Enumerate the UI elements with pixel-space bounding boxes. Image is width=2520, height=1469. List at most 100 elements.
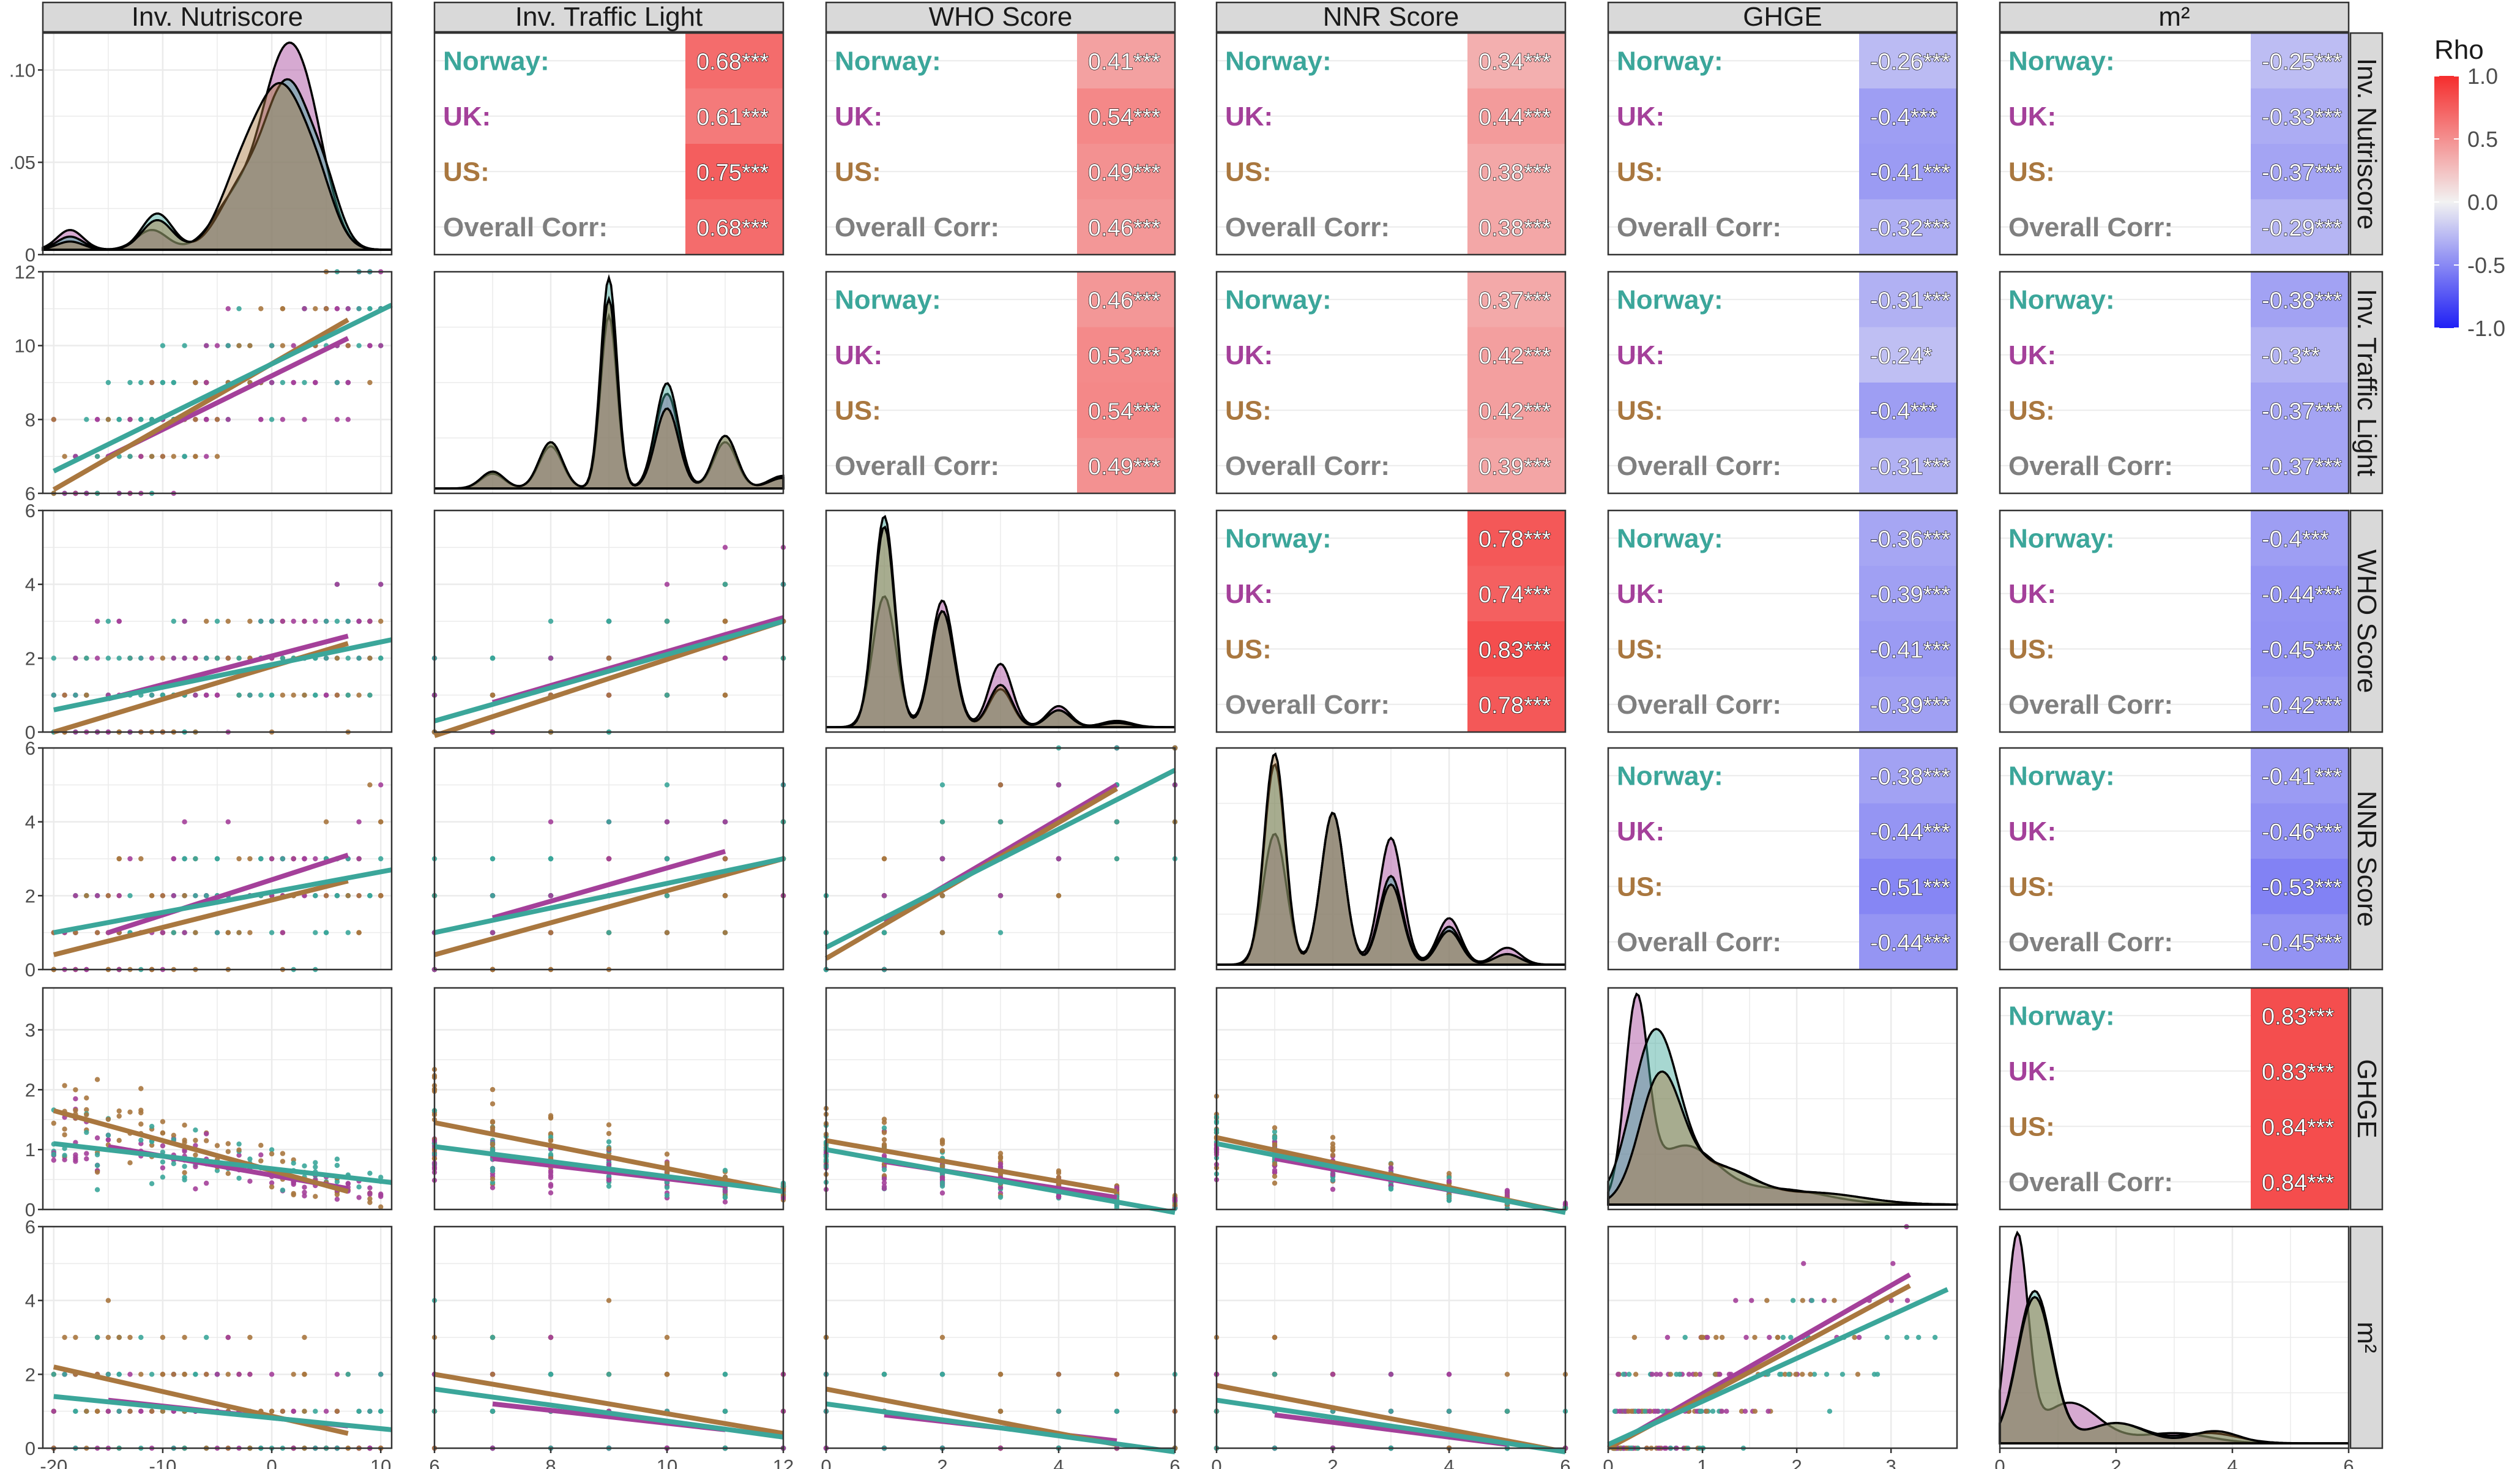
panel-border <box>1607 271 1958 495</box>
scatter-point-us <box>62 1083 67 1088</box>
regression-line-norway <box>53 867 392 935</box>
scatter-point-us <box>1056 893 1062 899</box>
scatter-point-norway <box>1446 1408 1452 1414</box>
scatter-point-norway <box>51 656 57 661</box>
scatter-point-us <box>881 1116 887 1122</box>
corr-cell <box>1467 566 1565 622</box>
scatter-point-norway <box>313 1164 318 1170</box>
scatter-point-uk <box>160 1143 166 1149</box>
scatter-point-norway <box>345 618 351 624</box>
scatter-point-norway <box>722 1194 728 1200</box>
scatter-point-us <box>1832 1298 1837 1303</box>
corr-row-label: Norway: <box>443 46 550 76</box>
scatter-point-norway <box>1840 1372 1846 1377</box>
scatter-point-norway <box>548 856 554 862</box>
scatter-point-uk <box>664 819 670 824</box>
scatter-point-us <box>84 1408 89 1414</box>
scatter-point-norway <box>378 1175 384 1180</box>
scatter-point-uk <box>116 893 122 899</box>
scatter-point-us <box>193 454 198 459</box>
y-tick-label: 2 <box>25 885 35 906</box>
scatter-point-norway <box>182 1177 187 1183</box>
y-tick-label: 2 <box>25 1364 35 1385</box>
scatter-point-uk <box>1330 1186 1336 1192</box>
corr-row-label: Overall Corr: <box>2008 1167 2173 1197</box>
scatter-point-norway <box>334 1179 340 1185</box>
corr-value: -0.32*** <box>1870 215 1950 241</box>
scatter-point-us <box>105 1334 111 1340</box>
scatter-point-us <box>1631 1334 1638 1340</box>
scatter-point-norway <box>236 1141 242 1147</box>
scatter-point-norway <box>345 656 351 661</box>
scatter-point-norway <box>664 782 670 788</box>
scatter-point-uk <box>548 656 554 661</box>
corr-value: 0.42*** <box>1478 398 1551 424</box>
regression-line-norway <box>1216 1397 1566 1454</box>
panel-border <box>825 987 1176 1211</box>
corr-row-label: UK: <box>1617 579 1664 609</box>
corr-row-label: US: <box>1225 157 1272 187</box>
scatter-point-uk <box>606 1162 612 1168</box>
scatter-point-uk <box>1056 856 1062 862</box>
corr-cell <box>1859 383 1957 438</box>
corr-value: 0.78*** <box>1478 526 1551 552</box>
scatter-point-us <box>280 692 286 698</box>
corr-row-label: Overall Corr: <box>1617 927 1781 957</box>
panel-r1-c0 <box>42 269 393 496</box>
scatter-point-uk <box>269 1372 275 1377</box>
scatter-point-us <box>171 1372 176 1377</box>
scatter-point-norway <box>1874 1372 1881 1377</box>
scatter-point-norway <box>997 819 1004 824</box>
x-tick-label: 6 <box>1560 1456 1570 1469</box>
scatter-point-us <box>94 1169 100 1175</box>
scatter-point-norway <box>367 1170 373 1176</box>
corr-value: 0.42*** <box>1478 343 1551 369</box>
corr-row-label: Norway: <box>1617 46 1723 76</box>
scatter-point-us <box>1808 1372 1813 1377</box>
scatter-point-norway <box>1642 1408 1648 1414</box>
scatter-point-uk <box>280 417 286 422</box>
corr-cell <box>2251 88 2349 144</box>
scatter-point-norway <box>367 306 373 312</box>
scatter-point-us <box>236 1147 242 1153</box>
regression-line-norway <box>1607 1287 1949 1447</box>
corr-cell <box>685 88 783 144</box>
corr-cell <box>1467 199 1565 255</box>
scatter-point-norway <box>490 1168 496 1173</box>
corr-cell <box>2251 1099 2349 1154</box>
y-tick-label: 0 <box>25 244 35 266</box>
scatter-point-us <box>664 1334 670 1340</box>
corr-value: -0.46*** <box>2262 820 2342 845</box>
scatter-point-us <box>138 856 144 862</box>
scatter-point-uk <box>302 417 307 422</box>
scatter-point-us <box>280 1151 286 1156</box>
scatter-point-uk <box>302 306 307 312</box>
corr-row-label: US: <box>1225 634 1272 664</box>
corr-cell <box>2251 914 2349 970</box>
row-strip-0 <box>2349 32 2384 256</box>
panel-r2-c2 <box>825 509 1176 733</box>
scatter-point-us <box>280 343 286 348</box>
scatter-point-norway <box>84 656 89 661</box>
scatter-point-norway <box>51 692 57 698</box>
corr-cell <box>1077 438 1175 494</box>
scatter-point-uk <box>664 581 670 587</box>
panel-r4-c4 <box>1607 987 1958 1211</box>
legend-tick-label: 1.0 <box>2467 64 2498 89</box>
corr-cell <box>1077 144 1175 200</box>
corr-value: 0.53*** <box>1088 343 1161 369</box>
panel-border <box>1215 1225 1567 1449</box>
column-label-0: Inv. Nutriscore <box>132 2 303 32</box>
panel-border <box>433 32 785 256</box>
scatter-point-norway <box>1682 1334 1688 1340</box>
y-tick-label: 6 <box>25 738 35 759</box>
y-tick-label: 0 <box>25 1199 35 1220</box>
scatter-point-norway <box>302 379 307 386</box>
panel-r2-c1 <box>431 509 786 738</box>
scatter-point-uk <box>1655 1408 1660 1414</box>
scatter-point-uk <box>84 1151 89 1156</box>
corr-row-label: Norway: <box>2008 761 2115 791</box>
scatter-point-uk <box>881 893 887 899</box>
corr-value: 0.44*** <box>1478 105 1551 130</box>
corr-cell <box>1467 88 1565 144</box>
